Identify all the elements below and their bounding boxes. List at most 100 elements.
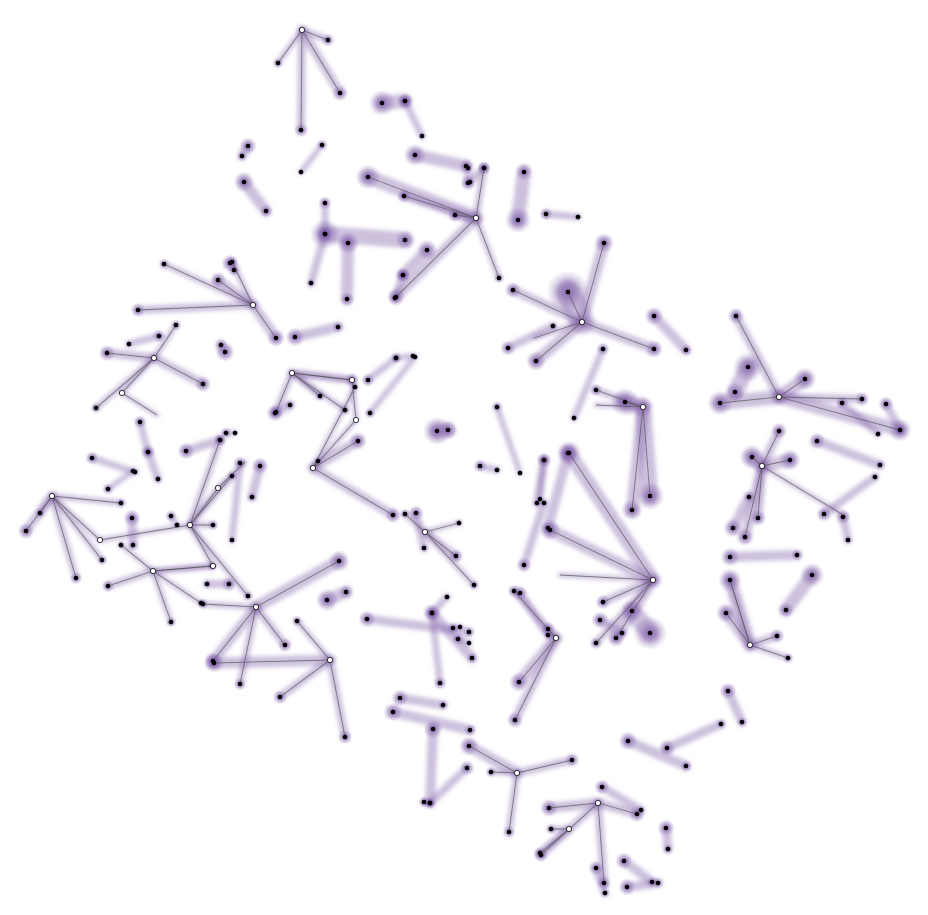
node-leaf <box>365 174 371 180</box>
node-leaf <box>272 410 278 416</box>
edge <box>312 440 359 469</box>
node-leaf <box>200 381 206 387</box>
node-leaf <box>545 525 551 531</box>
node-leaf <box>325 37 331 43</box>
node-leaf <box>517 590 523 596</box>
halo-streak <box>425 724 438 808</box>
node-leaf <box>257 463 263 469</box>
node-leaf <box>155 476 161 482</box>
node-leaf <box>541 457 547 463</box>
node-leaf <box>755 515 761 521</box>
node-leaf <box>455 636 461 642</box>
node-hub <box>48 492 56 500</box>
node-leaf <box>227 260 233 266</box>
node-leaf <box>337 90 343 96</box>
node-leaf <box>229 537 235 543</box>
edge <box>778 396 901 431</box>
node-hub <box>149 567 157 575</box>
node-leaf <box>550 323 556 329</box>
node-leaf <box>232 430 238 436</box>
edge <box>602 579 654 603</box>
edge <box>749 644 789 659</box>
node-leaf <box>277 694 283 700</box>
node-leaf <box>210 522 216 528</box>
node-leaf <box>105 486 111 492</box>
edge <box>595 404 644 408</box>
node-layer <box>23 26 903 896</box>
node-leaf <box>322 200 328 206</box>
node-hub <box>96 536 104 544</box>
node-leaf <box>456 520 462 526</box>
halo-streak <box>543 448 573 533</box>
node-leaf <box>565 450 571 456</box>
node-leaf <box>794 552 800 558</box>
node-leaf <box>599 784 605 790</box>
node-leaf <box>469 655 475 661</box>
node-leaf <box>298 127 304 133</box>
node-leaf <box>839 400 845 406</box>
edge <box>312 386 356 469</box>
node-leaf <box>365 377 371 383</box>
node-leaf <box>367 410 373 416</box>
node-leaf <box>621 858 627 864</box>
node-hub <box>252 603 260 611</box>
node-leaf <box>402 98 408 104</box>
node-leaf <box>222 349 228 355</box>
halo-streak <box>725 550 802 562</box>
node-leaf <box>651 313 657 319</box>
edge <box>403 195 477 219</box>
node-leaf <box>575 214 581 220</box>
node-leaf <box>457 624 463 630</box>
edge <box>312 467 394 516</box>
node-hub <box>758 462 766 470</box>
node-leaf <box>104 350 110 356</box>
node-hub <box>421 528 429 536</box>
halo-streak <box>367 354 418 416</box>
node-leaf <box>434 428 440 434</box>
node-leaf <box>245 593 251 599</box>
node-leaf <box>413 510 419 516</box>
node-leaf <box>126 341 132 347</box>
node-leaf <box>118 500 124 506</box>
node-leaf <box>437 680 443 686</box>
node-leaf <box>249 494 255 500</box>
node-leaf <box>739 719 745 725</box>
edge <box>725 612 751 646</box>
node-leaf <box>521 169 527 175</box>
node-leaf <box>534 500 540 506</box>
node-leaf <box>168 513 174 519</box>
node-leaf <box>105 583 111 589</box>
edge <box>213 659 331 664</box>
node-leaf <box>600 599 606 605</box>
node-leaf <box>494 404 500 410</box>
node-leaf <box>263 208 269 214</box>
node-leaf <box>345 240 351 246</box>
node-leaf <box>173 322 179 328</box>
node-leaf <box>322 231 328 237</box>
edge <box>51 495 101 541</box>
node-hub <box>150 354 158 362</box>
edge <box>475 217 500 279</box>
edge <box>189 524 249 597</box>
halo-streak <box>662 719 726 753</box>
edge <box>597 802 605 884</box>
node-leaf <box>872 474 878 480</box>
node-leaf <box>787 457 793 463</box>
node-leaf <box>651 346 657 352</box>
node-leaf <box>397 695 403 701</box>
edge <box>239 606 257 685</box>
edge <box>255 606 286 646</box>
node-leaf <box>742 534 748 540</box>
node-leaf <box>402 511 408 517</box>
node-hub <box>118 389 126 397</box>
edge <box>189 439 221 526</box>
halo-streak <box>838 399 882 438</box>
node-leaf <box>424 247 430 253</box>
node-leaf <box>390 512 396 518</box>
node-leaf <box>390 709 396 715</box>
edge <box>757 465 763 519</box>
node-leaf <box>99 557 105 563</box>
edge <box>642 406 651 497</box>
edge <box>163 263 254 306</box>
node-hub <box>649 576 657 584</box>
